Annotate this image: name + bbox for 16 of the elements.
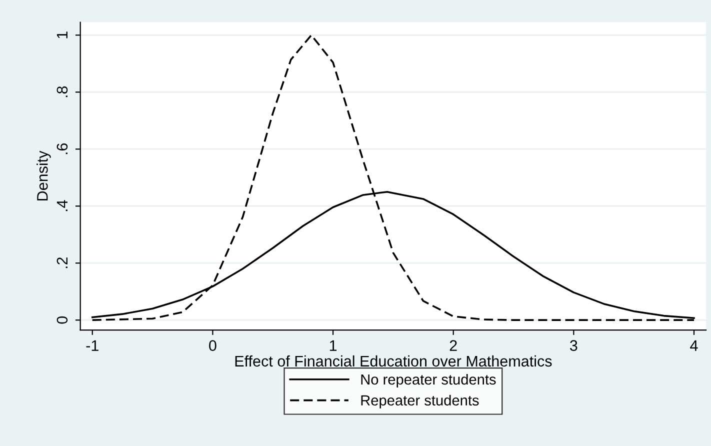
x-tick-label: 2 [450,340,457,351]
x-tick-label: 3 [570,340,578,351]
x-tick-label: 1 [330,340,337,351]
y-tick-label: .2 [56,257,68,268]
legend-label: No repeater students [361,374,496,388]
y-tick-label: .8 [56,86,68,98]
x-tick-label: 4 [690,340,698,351]
y-tick-label: 1 [56,32,68,38]
x-tick-label: -1 [86,340,98,351]
y-tick-label: 0 [56,316,68,324]
y-tick-label: .6 [56,143,68,154]
y-axis-title: Density [36,150,51,200]
x-axis-title: Effect of Financial Education over Mathematics [235,355,552,367]
x-tick-label: 0 [209,340,216,351]
y-tick-label: .4 [56,200,68,212]
legend-label: Repeater students [361,394,479,408]
